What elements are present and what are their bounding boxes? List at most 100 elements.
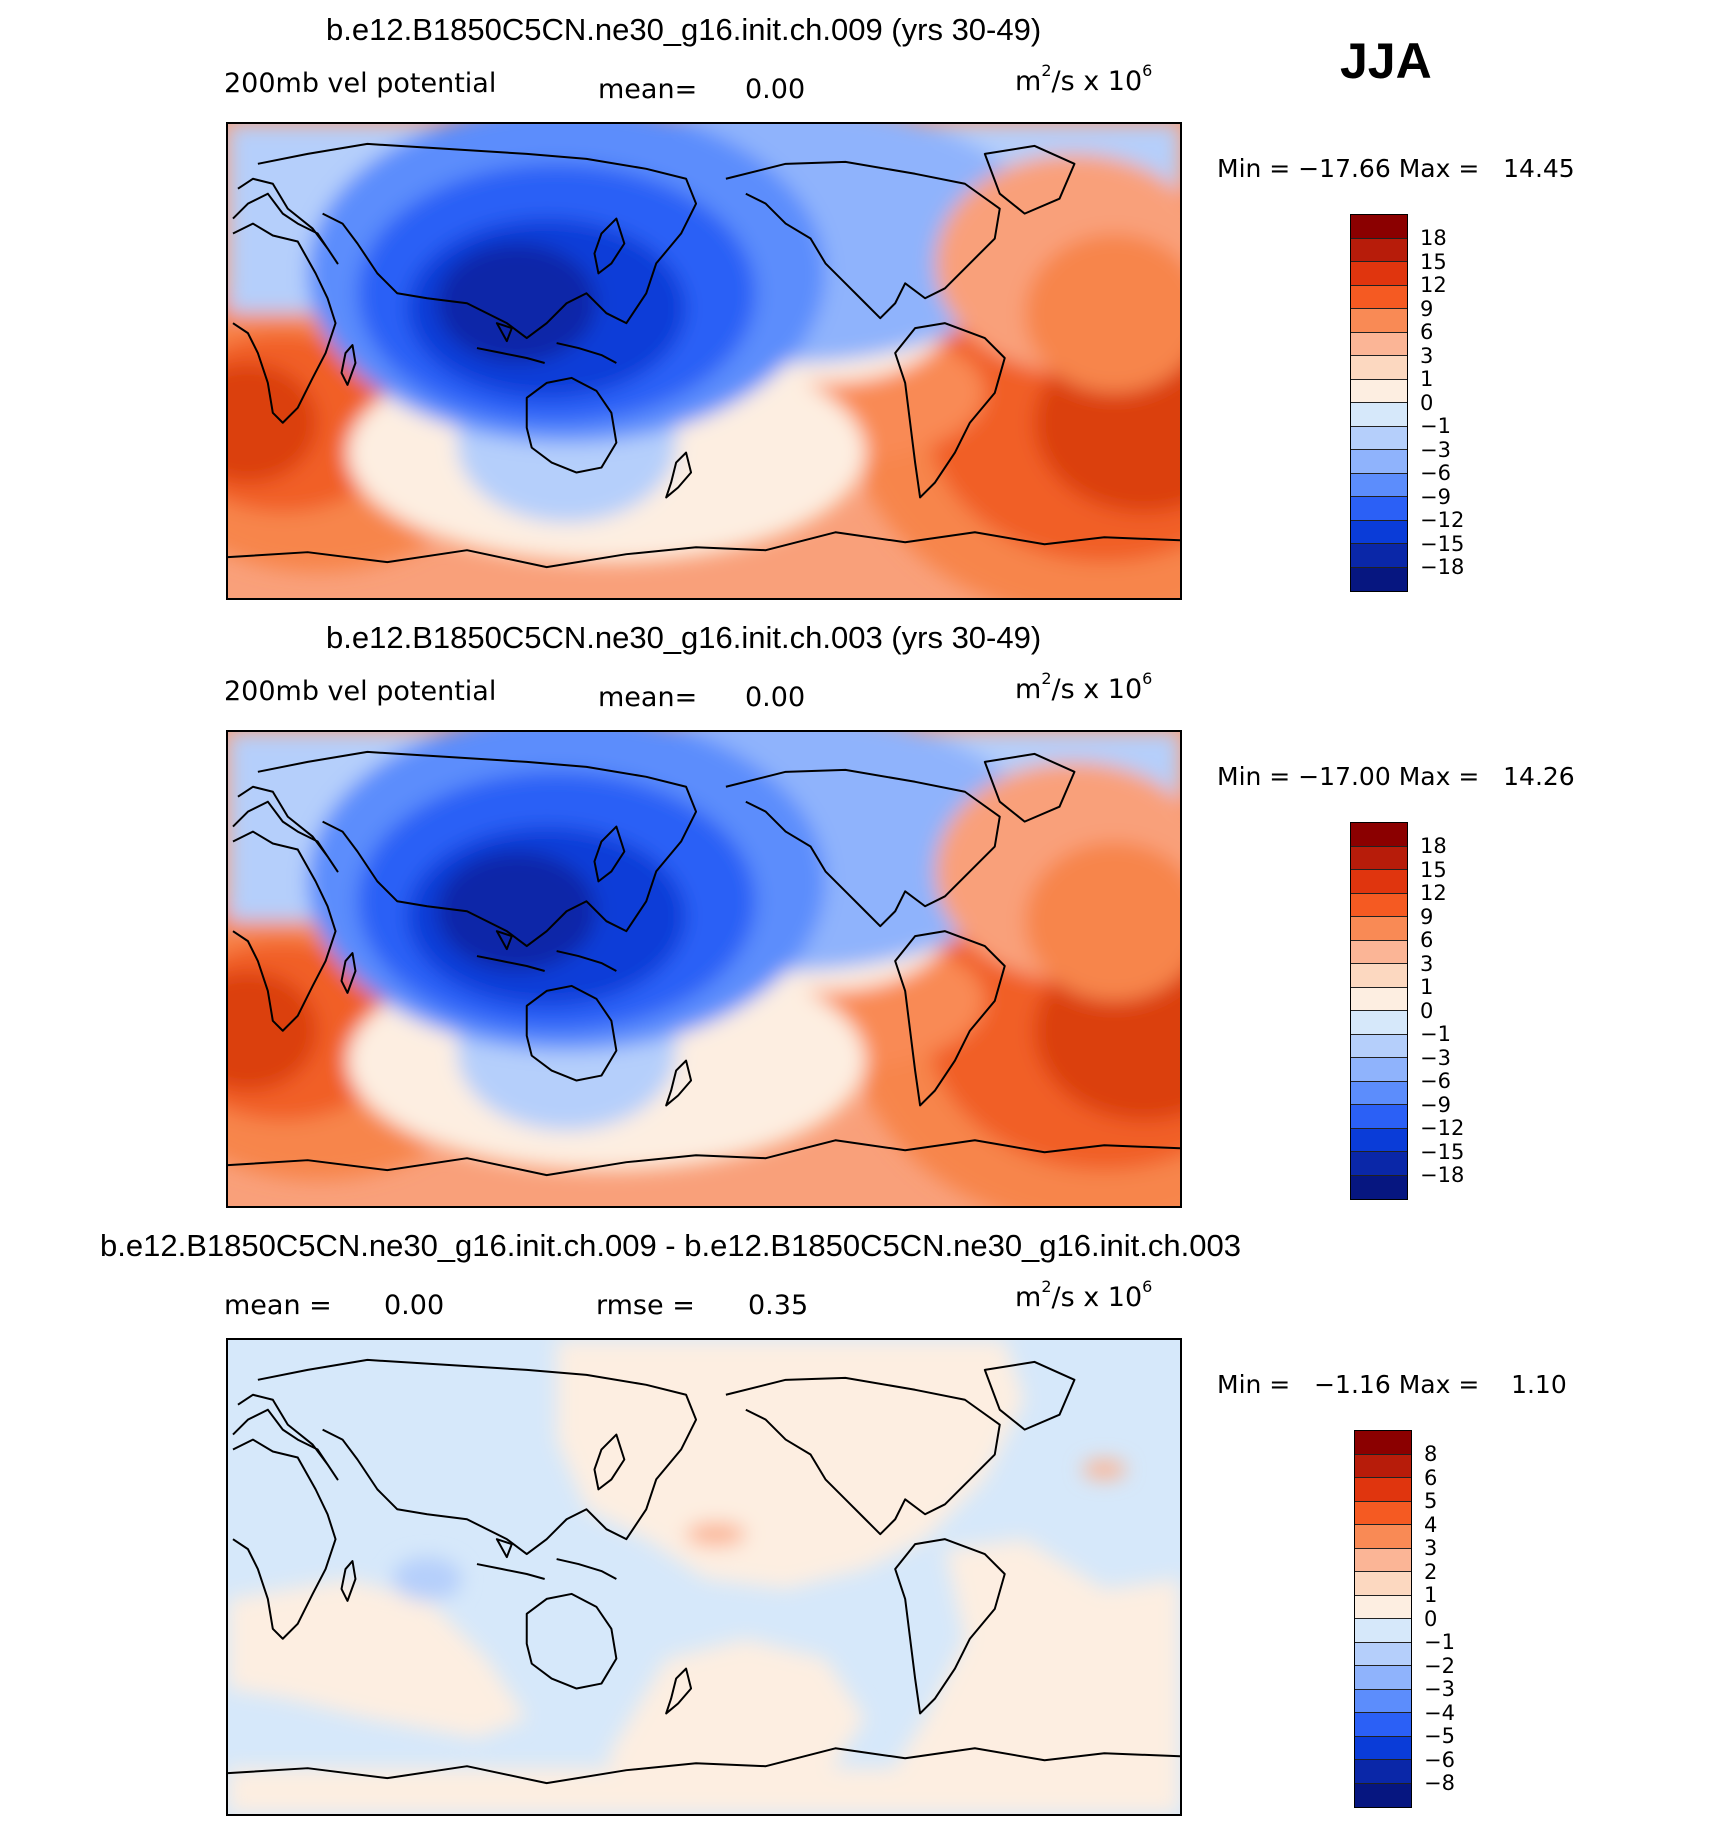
tick-label: −15 [1420, 531, 1465, 556]
tick-label: −4 [1424, 1700, 1455, 1725]
tick-label: 18 [1420, 226, 1447, 250]
tick-label: 5 [1424, 1489, 1438, 1513]
min-max-readout: Min = −17.66 Max = 14.45 [1217, 154, 1575, 183]
color-swatch [1355, 1760, 1411, 1784]
tick-label: −3 [1420, 437, 1451, 462]
colorbar [1350, 822, 1408, 1200]
tick-label: 3 [1420, 951, 1434, 976]
color-swatch [1351, 1058, 1407, 1082]
color-swatch [1355, 1666, 1411, 1690]
tick-label: −3 [1420, 1045, 1451, 1070]
velocity-potential-map [226, 122, 1182, 600]
color-swatch [1355, 1689, 1411, 1713]
tick-label: 9 [1420, 904, 1434, 929]
color-swatch [1351, 1152, 1407, 1176]
color-swatch [1351, 567, 1407, 591]
color-swatch [1351, 870, 1407, 894]
tick-label: 0 [1420, 390, 1434, 415]
color-swatch [1355, 1642, 1411, 1666]
mean-value: 0.00 [745, 74, 806, 105]
tick-label: −1 [1424, 1630, 1455, 1654]
colorbar [1350, 214, 1408, 592]
tick-label: 1 [1420, 367, 1434, 391]
difference-map [226, 1338, 1182, 1816]
colorbar-ticks: 8 6 5 4 3 2 1 0 −1 −2 −3 −4 −5 −6 −8 [1424, 1443, 1455, 1796]
tick-label: −5 [1424, 1724, 1455, 1748]
tick-label: 0 [1420, 998, 1434, 1023]
colorbar [1354, 1430, 1412, 1808]
color-swatch [1355, 1454, 1411, 1478]
tick-label: −6 [1420, 461, 1451, 485]
color-swatch [1351, 379, 1407, 403]
color-swatch [1355, 1548, 1411, 1572]
rmse-label: rmse = [596, 1290, 695, 1321]
color-swatch [1351, 238, 1407, 262]
tick-label: 6 [1424, 1465, 1438, 1490]
color-swatch [1351, 1175, 1407, 1199]
mean-label: mean = [224, 1290, 332, 1321]
color-swatch [1351, 520, 1407, 544]
color-swatch [1355, 1525, 1411, 1549]
tick-label: 8 [1424, 1442, 1438, 1466]
tick-label: 2 [1424, 1559, 1438, 1584]
tick-label: −6 [1424, 1747, 1455, 1772]
units-label: m2/s x 106 [1015, 61, 1153, 97]
color-swatch [1355, 1501, 1411, 1525]
tick-label: 4 [1424, 1512, 1438, 1537]
variable-label: 200mb vel potential [224, 676, 497, 707]
color-swatch [1351, 1105, 1407, 1129]
tick-label: 15 [1420, 249, 1447, 274]
tick-label: −2 [1424, 1653, 1455, 1678]
color-swatch [1351, 473, 1407, 497]
tick-label: −1 [1420, 414, 1451, 438]
velocity-potential-map [226, 730, 1182, 1208]
colorbar-ticks: 18 15 12 9 6 3 1 0 −1 −3 −6 −9 −12 −15 −… [1420, 835, 1464, 1188]
season-label: JJA [1340, 33, 1432, 89]
tick-label: 0 [1424, 1606, 1438, 1631]
tick-label: −18 [1420, 1163, 1465, 1187]
tick-label: 9 [1420, 296, 1434, 321]
color-swatch [1351, 356, 1407, 380]
color-swatch [1351, 403, 1407, 427]
color-swatch [1351, 893, 1407, 917]
tick-label: −12 [1420, 1116, 1465, 1140]
tick-label: −12 [1420, 508, 1465, 532]
tick-label: −9 [1420, 1092, 1451, 1117]
color-swatch [1351, 450, 1407, 474]
color-swatch [1351, 846, 1407, 870]
color-swatch [1351, 262, 1407, 286]
tick-label: 3 [1424, 1536, 1438, 1560]
color-swatch [1355, 1595, 1411, 1619]
variable-label: 200mb vel potential [224, 68, 497, 99]
min-max-readout: Min = −17.00 Max = 14.26 [1217, 762, 1575, 791]
tick-label: 3 [1420, 343, 1434, 368]
color-swatch [1355, 1478, 1411, 1502]
color-swatch [1351, 987, 1407, 1011]
tick-label: −15 [1420, 1139, 1465, 1164]
color-swatch [1355, 1572, 1411, 1596]
panel-title: b.e12.B1850C5CN.ne30_g16.init.ch.003 (yr… [326, 620, 1042, 655]
mean-value: 0.00 [745, 682, 806, 713]
color-swatch [1351, 215, 1407, 239]
mean-label: mean= [598, 682, 698, 713]
tick-label: −8 [1424, 1771, 1455, 1795]
tick-label: −3 [1424, 1677, 1455, 1701]
tick-label: 12 [1420, 881, 1447, 905]
tick-label: 1 [1420, 975, 1434, 999]
color-swatch [1355, 1619, 1411, 1643]
tick-label: 6 [1420, 928, 1434, 952]
tick-label: −6 [1420, 1069, 1451, 1093]
mean-label: mean= [598, 74, 698, 105]
colorbar-ticks: 18 15 12 9 6 3 1 0 −1 −3 −6 −9 −12 −15 −… [1420, 227, 1464, 580]
tick-label: 1 [1424, 1583, 1438, 1607]
units-label: m2/s x 106 [1015, 669, 1153, 705]
color-swatch [1355, 1431, 1411, 1455]
color-swatch [1351, 1081, 1407, 1105]
rmse-value: 0.35 [748, 1290, 809, 1321]
color-swatch [1351, 1128, 1407, 1152]
tick-label: 6 [1420, 320, 1434, 344]
color-swatch [1351, 940, 1407, 964]
color-swatch [1351, 332, 1407, 356]
color-swatch [1351, 1034, 1407, 1058]
mean-value: 0.00 [384, 1290, 445, 1321]
